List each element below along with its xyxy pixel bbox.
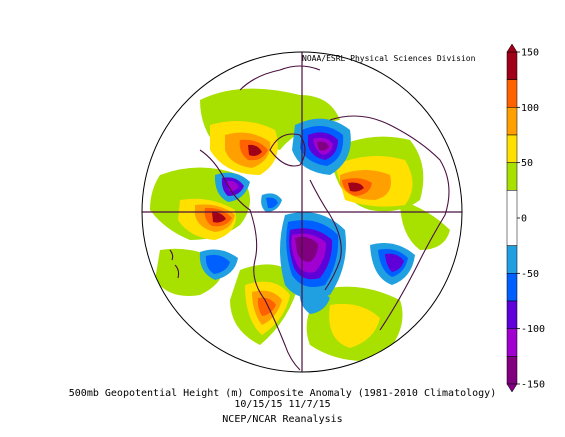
anomaly-region-purple-east-low [385, 253, 404, 272]
anomaly-region-darkblue-small [266, 197, 278, 209]
anomaly-region-yellow-southeast [329, 303, 380, 348]
anomaly-region-darkblue-west-low [205, 254, 230, 274]
colorbar-tick-label-3: 0 [521, 214, 527, 225]
polar-globe [141, 51, 463, 373]
coastline-greenland [269, 133, 306, 167]
anomaly-peak-east [348, 182, 364, 192]
coastline-eurasia [329, 115, 450, 331]
colorbar-tick-label-5: -100 [521, 324, 545, 335]
colorbar-tick-label-1: 100 [521, 103, 539, 114]
globe-outline [141, 51, 463, 373]
colorbar-band-4 [506, 162, 518, 191]
colorbar-tick-label-2: 50 [521, 158, 533, 169]
colorbar-arrow-top [506, 43, 518, 53]
caption-dates: 10/15/15 11/7/15 [234, 399, 331, 410]
colorbar-band-9 [506, 328, 518, 357]
coastlines [169, 65, 450, 371]
coastline-north-america [199, 149, 301, 371]
colorbar-band-7 [506, 273, 518, 302]
coastline-islands-west [169, 249, 180, 279]
coastline-europe [309, 179, 342, 291]
colorbar-arrow-bottom [506, 383, 518, 393]
anomaly-peak-west [212, 212, 226, 223]
credit-label: NOAA/ESRL Physical Sciences Division [302, 54, 476, 63]
colorbar-tick-label-4: -50 [521, 269, 539, 280]
anomaly-peak-northwest [248, 144, 262, 156]
colorbar-band-8 [506, 300, 518, 329]
colorbar-tick-label-6: -150 [521, 380, 545, 391]
anomaly-peak-central-low [295, 236, 318, 262]
colorbar-band-6 [506, 245, 518, 274]
anomaly-region-blue-south-low [299, 288, 330, 314]
caption-title: 500mb Geopotential Height (m) Composite … [68, 388, 497, 399]
colorbar: 150 100 50 0 -50 -100 -150 [506, 43, 545, 393]
anomaly-peak-north-low [317, 141, 329, 151]
colorbar-band-1 [506, 79, 518, 108]
colorbar-tick-label-0: 150 [521, 48, 539, 59]
colorbar-band-5 [506, 190, 518, 246]
anomaly-region-red-south [257, 297, 276, 316]
colorbar-band-0 [506, 51, 518, 80]
colorbar-band-2 [506, 107, 518, 136]
caption-source: NCEP/NCAR Reanalysis [222, 414, 343, 425]
colorbar-band-3 [506, 134, 518, 163]
colorbar-band-10 [506, 356, 518, 385]
coastline-asia-east [239, 65, 321, 91]
